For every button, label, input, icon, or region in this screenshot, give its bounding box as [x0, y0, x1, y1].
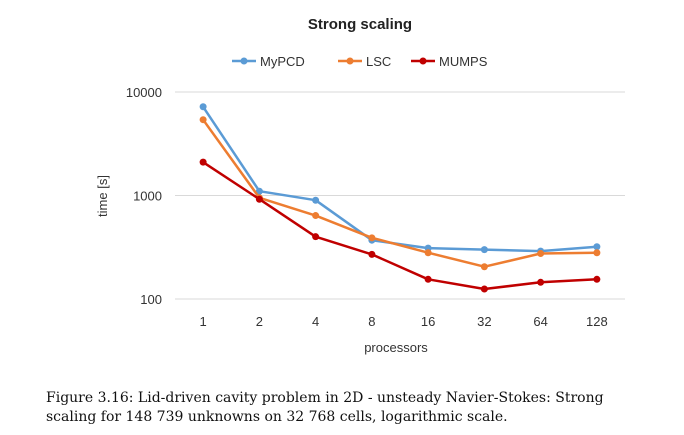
legend-item: LSC	[338, 54, 391, 69]
series-mumps	[199, 158, 601, 293]
legend-item: MyPCD	[232, 54, 305, 69]
legend-item: MUMPS	[411, 54, 488, 69]
y-axis-label: time [s]	[95, 175, 110, 217]
chart-grid	[175, 91, 625, 300]
data-point	[199, 116, 207, 124]
x-axis-ticks: 1 2 4 8 16 32 64 128	[200, 314, 608, 329]
y-tick-label: 1000	[133, 189, 162, 204]
data-point	[368, 250, 376, 258]
x-tick-label: 4	[312, 314, 319, 329]
chart-series	[199, 103, 601, 293]
legend-label: MyPCD	[260, 54, 305, 69]
legend-label: LSC	[366, 54, 391, 69]
data-point	[255, 187, 263, 195]
data-point	[424, 275, 432, 283]
chart-title: Strong scaling	[308, 16, 412, 33]
data-point	[368, 234, 376, 242]
legend-marker	[346, 57, 354, 65]
legend-label: MUMPS	[439, 54, 488, 69]
x-tick-label: 1	[200, 314, 207, 329]
x-tick-label: 64	[533, 314, 547, 329]
data-point	[312, 196, 320, 204]
data-point	[255, 195, 263, 203]
y-tick-label: 100	[140, 292, 162, 307]
data-point	[199, 103, 207, 111]
legend-marker	[419, 57, 427, 65]
data-point	[593, 243, 601, 251]
x-tick-label: 8	[368, 314, 375, 329]
data-point	[537, 250, 545, 258]
legend-marker	[240, 57, 248, 65]
figure-caption: Figure 3.16: Lid-driven cavity problem i…	[46, 390, 604, 425]
data-point	[537, 278, 545, 286]
line-chart: Strong scaling MyPCD LSC MUMPS 100 1000 1000…	[95, 16, 625, 355]
data-point	[480, 263, 488, 271]
data-point	[312, 233, 320, 241]
data-point	[199, 158, 207, 166]
data-point	[480, 285, 488, 293]
data-point	[593, 249, 601, 257]
x-tick-label: 2	[256, 314, 263, 329]
series-line	[202, 106, 597, 253]
x-tick-label: 16	[421, 314, 435, 329]
series-line	[202, 161, 597, 291]
x-axis-label: processors	[364, 340, 428, 355]
y-axis-ticks: 100 1000 10000	[126, 85, 162, 307]
series-mypcd	[199, 103, 601, 255]
data-point	[480, 246, 488, 254]
data-point	[312, 212, 320, 220]
chart-legend: MyPCD LSC MUMPS	[232, 54, 488, 69]
x-tick-label: 32	[477, 314, 491, 329]
series-line	[202, 118, 597, 268]
data-point	[424, 249, 432, 257]
x-tick-label: 128	[586, 314, 608, 329]
series-lsc	[199, 116, 601, 271]
y-tick-label: 10000	[126, 85, 162, 100]
data-point	[593, 275, 601, 283]
